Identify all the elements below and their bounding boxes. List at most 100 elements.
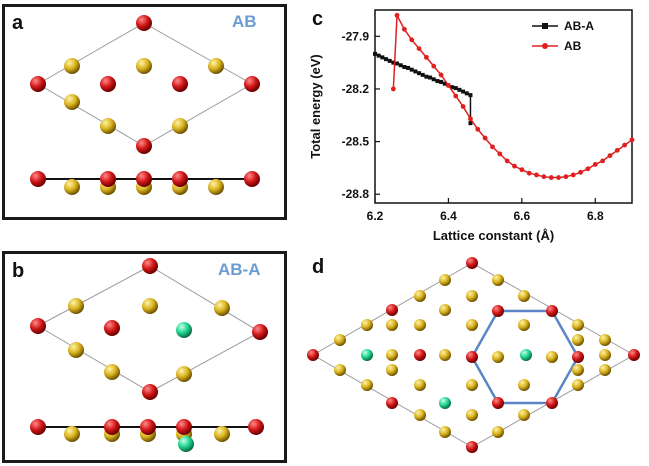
data-point [607,153,613,159]
data-point [453,86,458,91]
yellow-atom [414,409,426,421]
data-point [541,174,547,180]
red-atom [100,171,116,187]
data-point [402,65,407,70]
yellow-atom [572,364,584,376]
yellow-atom [334,364,346,376]
x-tick-label: 6.6 [514,209,531,223]
yellow-atom [466,290,478,302]
unit-cell-edge [37,325,151,393]
yellow-atom [466,319,478,331]
data-point [380,55,385,60]
yellow-atom [492,274,504,286]
data-point [435,79,440,84]
yellow-atom [546,351,558,363]
data-point [468,121,473,126]
yellow-atom [572,379,584,391]
red-atom [244,76,260,92]
yellow-atom [386,364,398,376]
yellow-atom [104,364,120,380]
data-point [497,151,503,157]
data-point [409,37,415,43]
data-point [453,93,459,99]
yellow-atom [68,342,84,358]
data-point [442,81,447,86]
panel-b-letter: b [12,260,25,282]
red-atom [492,397,504,409]
data-point [439,79,444,84]
green-atom [176,322,192,338]
y-tick-label: -28.8 [342,187,370,201]
unit-cell-edge [37,265,151,327]
data-point [585,166,591,172]
yellow-atom [492,426,504,438]
red-atom [466,351,478,363]
data-point [548,175,554,180]
yellow-atom [172,118,188,134]
red-atom [142,384,158,400]
data-point [387,58,392,63]
yellow-atom [176,366,192,382]
yellow-atom [361,319,373,331]
data-point [468,116,473,122]
data-point [570,172,576,178]
red-atom [30,318,46,334]
red-atom [104,320,120,336]
yellow-atom [518,379,530,391]
red-atom [414,349,426,361]
red-atom [248,419,264,435]
yellow-atom [599,364,611,376]
data-point [504,158,510,164]
data-point [629,137,635,143]
y-tick-label: -28.5 [342,135,370,149]
red-atom [136,138,152,154]
red-atom [628,349,640,361]
red-atom [172,76,188,92]
series-line-ab [392,12,633,179]
yellow-atom [64,58,80,74]
green-atom [520,349,532,361]
data-point [409,67,414,72]
green-atom [361,349,373,361]
yellow-atom [439,274,451,286]
red-atom [142,258,158,274]
yellow-atom [386,349,398,361]
data-point [406,65,411,70]
data-point [450,85,455,90]
y-axis-label: Total energy (eV) [308,54,323,159]
data-point [614,147,620,153]
yellow-atom [466,409,478,421]
red-atom [104,419,120,435]
unit-cell-edge [149,265,261,333]
red-atom [100,76,116,92]
red-atom [244,171,260,187]
data-point [431,63,437,69]
red-atom [546,305,558,317]
x-tick-label: 6.4 [440,209,457,223]
yellow-atom [136,58,152,74]
unit-cell-edge [143,22,253,85]
yellow-atom [64,94,80,110]
data-point [424,74,429,79]
data-point [373,51,377,56]
data-point [384,57,389,62]
data-point [600,158,606,164]
yellow-atom [214,300,230,316]
data-point [534,172,539,178]
data-point [482,135,488,141]
data-point [464,91,469,96]
yellow-atom [386,319,398,331]
data-point [468,93,473,98]
red-atom [386,304,398,316]
yellow-atom [68,298,84,314]
red-atom [30,76,46,92]
data-point [390,86,396,92]
unit-cell-edge [149,331,261,393]
data-point [475,126,481,132]
red-atom [30,171,46,187]
yellow-atom [439,349,451,361]
panel-d-letter: d [312,256,325,278]
data-point [592,162,598,167]
red-atom [546,397,558,409]
data-point [401,26,407,32]
